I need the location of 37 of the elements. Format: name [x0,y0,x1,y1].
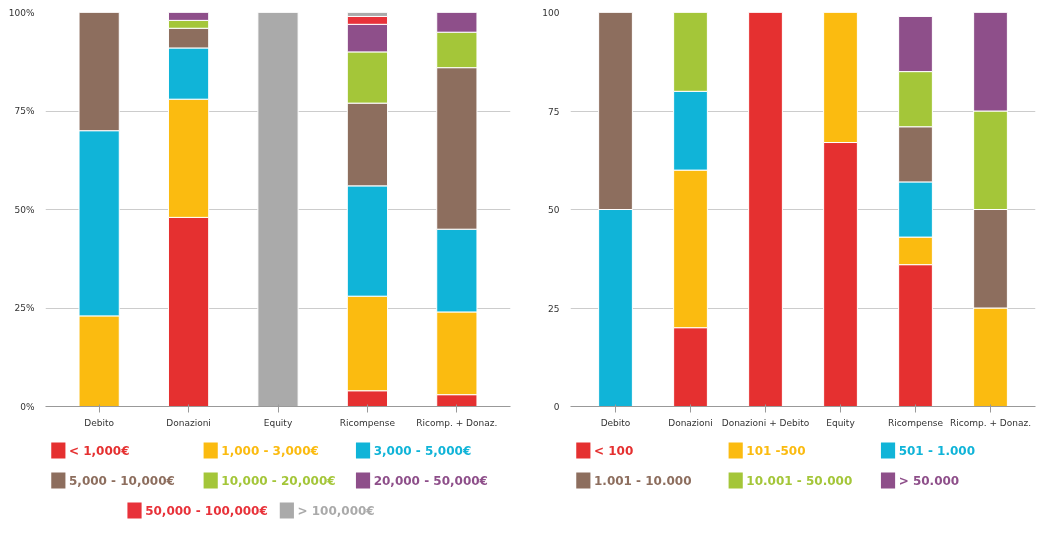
y-tick-label: 50% [14,204,35,215]
x-tick-label: Ricomp. + Donaz. [949,417,1032,428]
x-tick-label: Ricomp. + Donaz. [416,417,498,428]
x-tick-label: Donazioni + Debito [721,417,810,428]
y-tick-label: 25% [14,303,35,313]
legend-label: 3,000 - 5,000€ [373,443,472,458]
x-tick-label: Donazioni [166,417,211,428]
legend-label: 50,000 - 100,000€ [145,503,268,518]
legend-label: 10.001 - 50.000 [746,473,853,488]
legend-label: 501 - 1.000 [898,443,975,458]
legend-label: 1,000 - 3,000€ [221,443,319,458]
text: 1.001 - 10.000 [593,473,692,488]
x-tick-label: Equity [826,417,856,428]
x-tick-label: Equity [263,417,293,428]
y-tick-label: 0% [20,401,35,412]
legend-label: 10,000 - 20,000€ [221,473,336,488]
legend-label: 20,000 - 50,000€ [373,473,488,488]
x-tick-label: Ricompense [887,417,944,428]
x-tick-label: Donazioni [668,417,713,428]
y-tick-label: 100% [8,7,35,18]
y-tick-label: 50 [548,205,560,215]
y-tick-label: 75% [14,106,35,116]
legend-label: > 50.000 [898,473,960,488]
y-tick-label: 75 [548,106,560,117]
x-tick-label: Debito [600,417,631,428]
legend-label: > 100,000€ [297,503,375,518]
y-tick-label: 25 [548,303,560,314]
y-tick-label: 0 [553,402,560,412]
legend-label: 101 -500 [746,443,806,458]
x-tick-label: Ricompense [339,417,396,428]
text: < 100 [593,443,634,458]
x-tick-label: Debito [84,417,115,428]
bar [748,12,783,407]
legend-label: < 1,000€ [68,443,130,458]
bar [257,12,299,407]
legend-label: 5,000 - 10,000€ [68,473,175,488]
y-tick-label: 100 [542,8,560,18]
